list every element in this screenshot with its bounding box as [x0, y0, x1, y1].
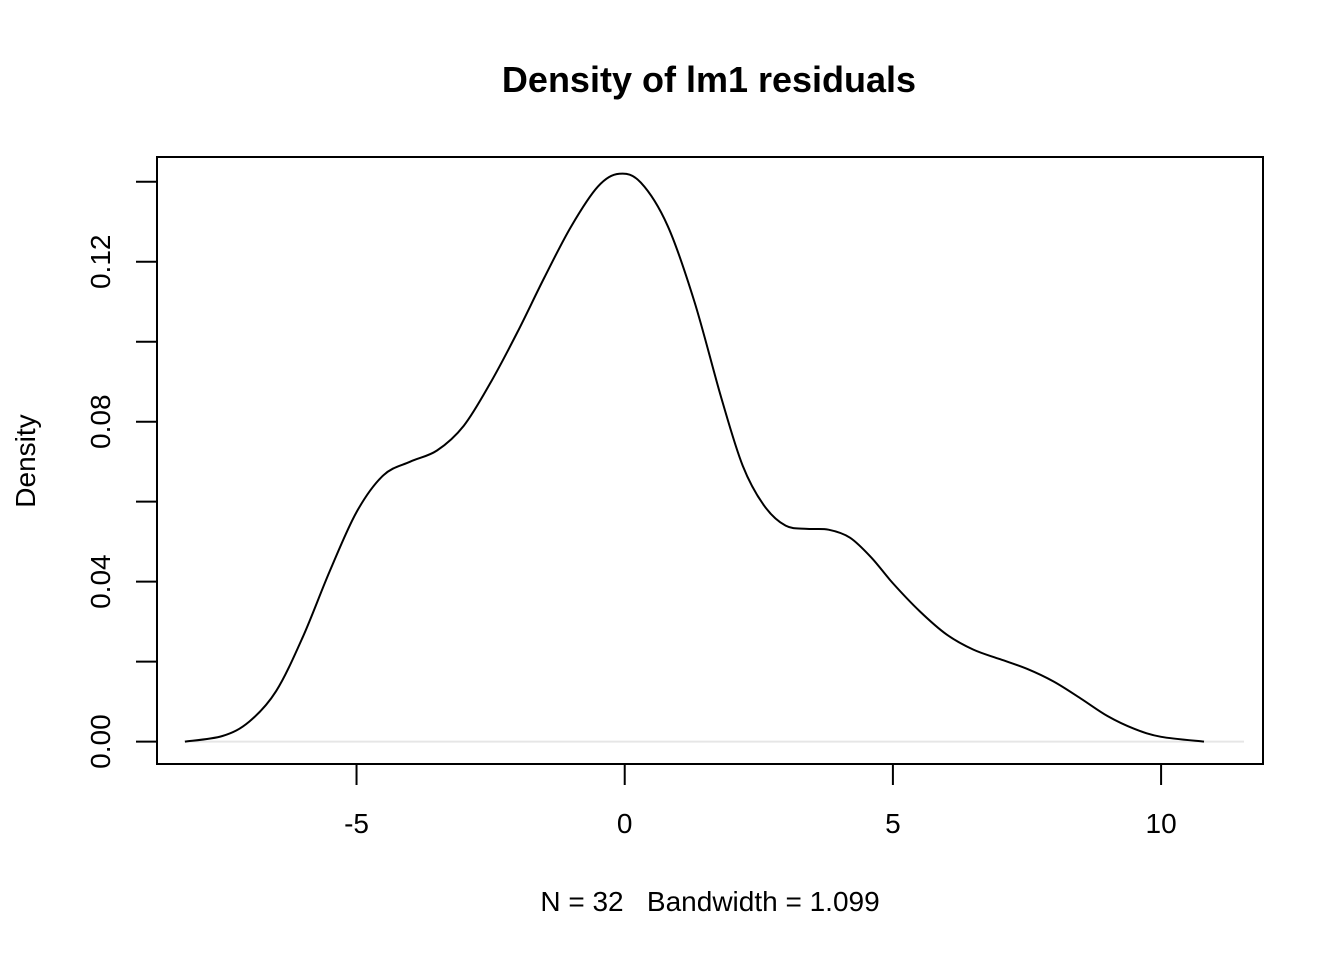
- y-tick-label: 0.12: [85, 235, 116, 290]
- plot-frame: [156, 156, 1264, 765]
- x-axis: -5 0 5 10: [344, 763, 1177, 839]
- y-tick-label: 0.00: [85, 714, 116, 769]
- x-axis-label: N = 32 Bandwidth = 1.099: [540, 886, 879, 917]
- y-tick-label: 0.08: [85, 394, 116, 449]
- x-tick-label: 10: [1146, 808, 1177, 839]
- chart-title: Density of lm1 residuals: [502, 59, 916, 100]
- x-tick-label: 0: [617, 808, 633, 839]
- y-axis-label: Density: [10, 414, 41, 507]
- density-curve: [184, 172, 1205, 743]
- y-axis: 0.00 0.04 0.08 0.12: [85, 180, 158, 769]
- x-tick-label: -5: [344, 808, 369, 839]
- x-tick-label: 5: [885, 808, 901, 839]
- y-tick-label: 0.04: [85, 554, 116, 609]
